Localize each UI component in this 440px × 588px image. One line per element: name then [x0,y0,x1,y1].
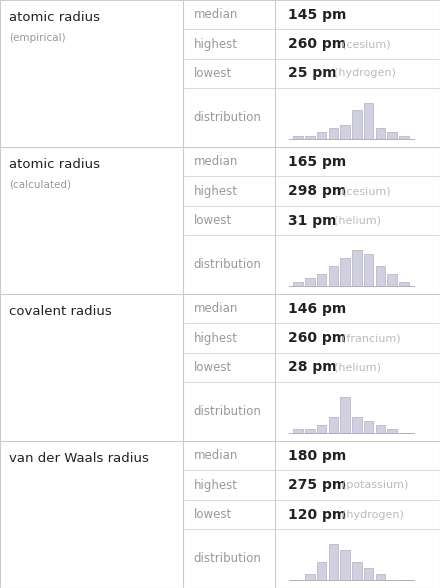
Text: 298 pm: 298 pm [288,184,346,198]
Bar [305,136,315,139]
Text: 28 pm: 28 pm [288,360,337,375]
Text: 25 pm: 25 pm [288,66,337,81]
Bar [352,110,362,139]
Text: lowest: lowest [194,361,232,374]
Text: (hydrogen): (hydrogen) [342,509,404,520]
Text: (francium): (francium) [342,333,401,343]
Text: covalent radius: covalent radius [9,305,112,318]
Bar [364,254,374,286]
Bar [317,562,326,580]
Text: (empirical): (empirical) [9,33,66,43]
Text: 275 pm: 275 pm [288,478,346,492]
Text: (potassium): (potassium) [342,480,409,490]
Text: highest: highest [194,185,238,198]
Text: (hydrogen): (hydrogen) [334,68,396,79]
Bar [317,425,326,433]
Text: highest: highest [194,332,238,345]
Bar [376,266,385,286]
Text: (helium): (helium) [334,362,381,373]
Bar [305,278,315,286]
Text: 146 pm: 146 pm [288,302,346,316]
Bar [329,128,338,139]
Text: 120 pm: 120 pm [288,507,346,522]
Bar [317,132,326,139]
Text: lowest: lowest [194,508,232,521]
Bar [329,266,338,286]
Text: van der Waals radius: van der Waals radius [9,452,149,465]
Bar [340,125,350,139]
Bar [317,274,326,286]
Bar [293,429,303,433]
Text: lowest: lowest [194,214,232,227]
Bar [340,550,350,580]
Bar [329,417,338,433]
Bar [376,425,385,433]
Text: median: median [194,155,238,168]
Text: median: median [194,302,238,315]
Bar [305,429,315,433]
Text: median: median [194,8,238,21]
Bar [387,274,397,286]
Text: (helium): (helium) [334,215,381,226]
Text: atomic radius: atomic radius [9,11,100,24]
Text: highest: highest [194,38,238,51]
Bar [352,417,362,433]
Bar [399,282,409,286]
Text: median: median [194,449,238,462]
Bar [329,544,338,580]
Bar [305,574,315,580]
Bar [364,103,374,139]
Bar [376,128,385,139]
Bar [364,421,374,433]
Bar [399,136,409,139]
Text: (cesium): (cesium) [342,186,391,196]
Text: distribution: distribution [194,405,261,418]
Text: 145 pm: 145 pm [288,8,347,22]
Bar [352,250,362,286]
Text: 31 pm: 31 pm [288,213,337,228]
Bar [340,397,350,433]
Text: (calculated): (calculated) [9,180,71,190]
Text: highest: highest [194,479,238,492]
Text: distribution: distribution [194,111,261,124]
Text: atomic radius: atomic radius [9,158,100,171]
Text: distribution: distribution [194,552,261,565]
Text: lowest: lowest [194,67,232,80]
Text: distribution: distribution [194,258,261,271]
Text: 260 pm: 260 pm [288,37,346,51]
Bar [340,258,350,286]
Bar [293,282,303,286]
Bar [293,136,303,139]
Bar [387,132,397,139]
Bar [376,574,385,580]
Bar [364,568,374,580]
Text: (cesium): (cesium) [342,39,391,49]
Text: 165 pm: 165 pm [288,155,346,169]
Text: 260 pm: 260 pm [288,331,346,345]
Bar [387,429,397,433]
Text: 180 pm: 180 pm [288,449,346,463]
Bar [352,562,362,580]
